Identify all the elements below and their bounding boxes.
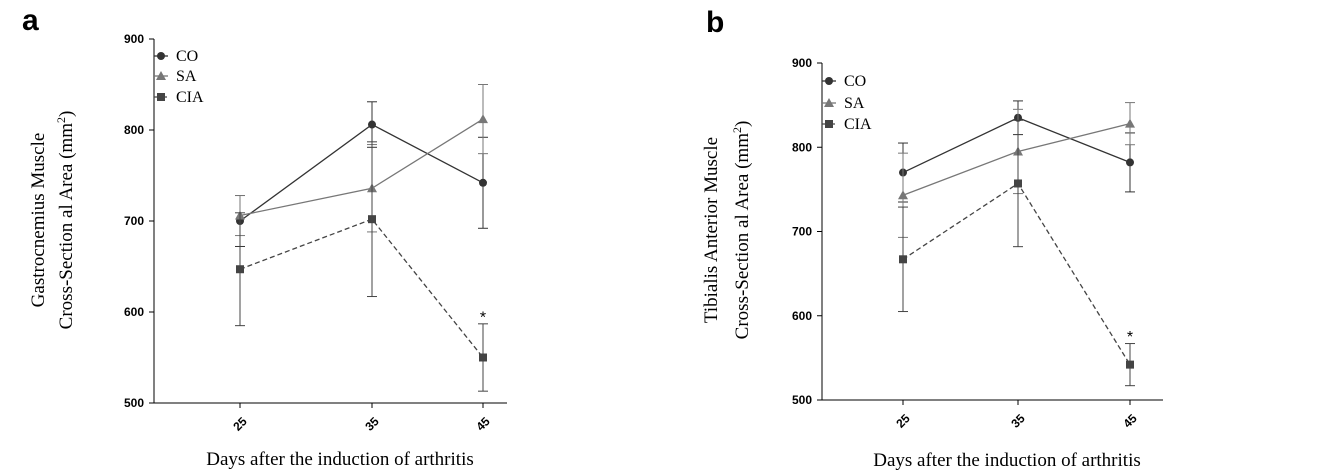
data-point (898, 190, 908, 200)
data-point (899, 255, 907, 264)
data-point (368, 215, 376, 224)
data-point (478, 114, 488, 124)
legend-entry-sa: SA (154, 68, 197, 85)
panel-letter: a (22, 4, 39, 37)
x-tick-label: 25 (893, 411, 913, 431)
y-tick-label: 700 (124, 214, 144, 228)
legend-marker (157, 52, 165, 60)
legend-label: CIA (844, 116, 872, 133)
legend-marker (825, 120, 833, 128)
legend-marker (156, 71, 166, 80)
data-point (1014, 179, 1022, 188)
data-point (1125, 118, 1135, 128)
y-axis-title-line2: Cross-Section al Area (mm2) (54, 111, 77, 330)
series-line (239, 218, 484, 358)
legend-entry-co: CO (822, 73, 866, 90)
significance-asterisk: * (480, 310, 486, 327)
legend-label: CO (844, 73, 866, 90)
series-line (239, 123, 484, 222)
significance-asterisk: * (1127, 329, 1133, 346)
y-tick-label: 800 (792, 140, 812, 154)
y-axis-title-line1: Gastrocnemius Muscle (28, 133, 49, 308)
x-axis-title: Days after the induction of arthritis (873, 450, 1141, 471)
series-line (902, 182, 1131, 365)
legend-marker (824, 98, 834, 107)
series-line (239, 118, 484, 217)
x-axis-title: Days after the induction of arthritis (206, 449, 474, 470)
series-cia (898, 119, 1135, 387)
panel-letter: b (706, 6, 724, 39)
y-tick-label: 800 (124, 123, 144, 137)
y-axis-title-line2: Cross-Section al Area (mm2) (730, 121, 753, 340)
x-tick-label: 45 (473, 414, 493, 434)
data-point (1126, 360, 1134, 369)
y-tick-label: 500 (124, 396, 144, 410)
chart-panel-a: a 500 600 700 800 900 25 35 45 Days after the ind… (22, 4, 507, 470)
legend-entry-cia: CIA (154, 89, 204, 106)
legend-label: SA (844, 95, 865, 112)
legend-label: CIA (176, 89, 204, 106)
x-tick-label: 45 (1120, 411, 1140, 431)
legend-entry-cia: CIA (822, 116, 872, 133)
legend-entry-co: CO (154, 48, 198, 65)
x-tick-label: 25 (230, 414, 250, 434)
data-point (236, 265, 244, 274)
chart-panel-b: b 500 600 700 800 900 25 35 45 Days after the ind… (701, 6, 1163, 471)
series-sa (898, 102, 1135, 238)
data-point (1126, 158, 1134, 167)
y-tick-label: 700 (792, 225, 812, 239)
y-axis-title-line1: Tibialis Anterior Muscle (701, 137, 722, 323)
y-tick-label: 900 (792, 56, 812, 70)
y-tick-label: 600 (792, 309, 812, 323)
legend-label: CO (176, 48, 198, 65)
x-tick-label: 35 (1008, 411, 1028, 431)
series-co (235, 101, 488, 247)
legend-marker (825, 77, 833, 85)
series-sa (235, 84, 488, 237)
data-point (479, 353, 487, 362)
y-tick-label: 600 (124, 305, 144, 319)
legend-entry-sa: SA (822, 95, 865, 112)
y-tick-label: 900 (124, 32, 144, 46)
data-point (368, 120, 376, 129)
series-line (902, 117, 1131, 174)
series-cia (235, 141, 488, 392)
x-tick-label: 35 (362, 414, 382, 434)
legend-label: SA (176, 68, 197, 85)
data-point (479, 178, 487, 187)
y-tick-label: 500 (792, 393, 812, 407)
legend-marker (157, 93, 165, 101)
